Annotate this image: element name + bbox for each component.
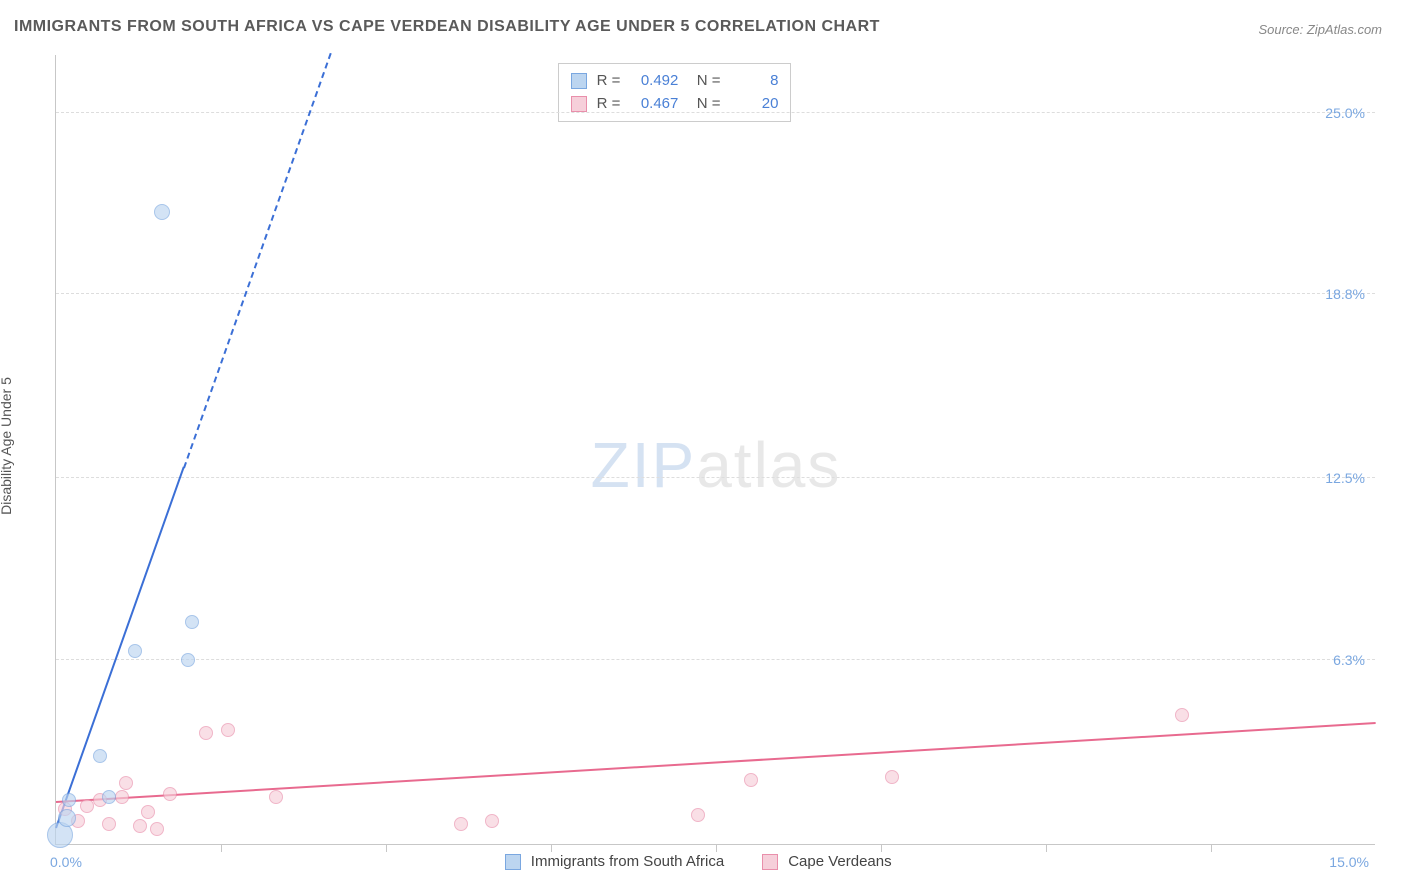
gridline-horizontal [56,477,1375,478]
y-tick-label: 12.5% [1325,470,1365,486]
legend-swatch-cape_verdeans [571,96,587,112]
data-point-cape_verdeans [119,776,133,790]
x-tick [386,844,387,852]
data-point-south_africa [102,790,116,804]
data-point-cape_verdeans [691,808,705,822]
correlation-stats-box: R =0.492 N =8R =0.467 N =20 [558,63,792,122]
data-point-south_africa [181,653,195,667]
x-tick [221,844,222,852]
data-point-cape_verdeans [141,805,155,819]
x-tick [1046,844,1047,852]
watermark: ZIPatlas [591,428,842,502]
data-point-cape_verdeans [150,822,164,836]
stat-n-label: N = [688,70,720,93]
stats-row-south_africa: R = 0.492 N = 8 [571,70,779,93]
trend-line-south_africa [55,467,184,828]
data-point-cape_verdeans [133,819,147,833]
data-point-south_africa [58,809,76,827]
data-point-cape_verdeans [221,723,235,737]
stat-r-label: R = [597,70,621,93]
legend-swatch-south_africa [505,854,521,870]
data-point-south_africa [185,615,199,629]
data-point-south_africa [154,204,170,220]
x-tick [881,844,882,852]
y-axis-label: Disability Age Under 5 [0,308,14,446]
data-point-cape_verdeans [163,787,177,801]
legend-swatch-south_africa [571,73,587,89]
data-point-cape_verdeans [115,790,129,804]
data-point-cape_verdeans [885,770,899,784]
scatter-plot-area: ZIPatlas R =0.492 N =8R =0.467 N =20 0.0… [55,55,1375,845]
data-point-cape_verdeans [80,799,94,813]
stat-n-value: 8 [730,70,778,93]
x-axis-max-label: 15.0% [1329,854,1369,870]
x-tick [1211,844,1212,852]
gridline-horizontal [56,112,1375,113]
trend-line-south_africa-dashed [183,53,332,468]
data-point-cape_verdeans [102,817,116,831]
chart-title: IMMIGRANTS FROM SOUTH AFRICA VS CAPE VER… [14,18,880,36]
stat-r-value: 0.492 [630,70,678,93]
data-point-cape_verdeans [454,817,468,831]
data-point-south_africa [128,644,142,658]
legend-label-south_africa: Immigrants from South Africa [531,853,724,870]
y-tick-label: 18.8% [1325,286,1365,302]
data-point-cape_verdeans [199,726,213,740]
y-tick-label: 25.0% [1325,105,1365,121]
data-point-cape_verdeans [744,773,758,787]
x-tick [551,844,552,852]
y-tick-label: 6.3% [1333,652,1365,668]
source-attribution: Source: ZipAtlas.com [1258,22,1382,37]
legend-swatch-cape_verdeans [762,854,778,870]
legend-label-cape_verdeans: Cape Verdeans [788,853,891,870]
gridline-horizontal [56,293,1375,294]
x-axis-origin-label: 0.0% [50,854,82,870]
data-point-cape_verdeans [269,790,283,804]
data-point-south_africa [62,793,76,807]
trend-line-cape_verdeans [56,722,1376,803]
data-point-south_africa [93,749,107,763]
gridline-horizontal [56,659,1375,660]
legend-bottom: Immigrants from South Africa Cape Verdean… [505,853,920,870]
data-point-cape_verdeans [1175,708,1189,722]
x-tick [716,844,717,852]
data-point-cape_verdeans [485,814,499,828]
